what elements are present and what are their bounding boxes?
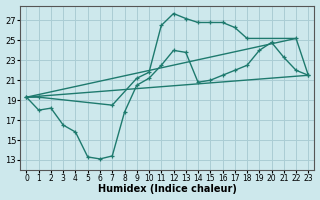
X-axis label: Humidex (Indice chaleur): Humidex (Indice chaleur) <box>98 184 237 194</box>
